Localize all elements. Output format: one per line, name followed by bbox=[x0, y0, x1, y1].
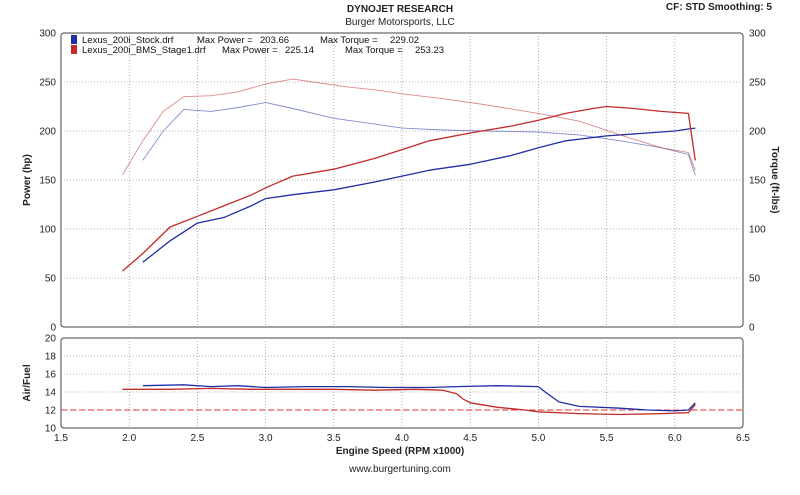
footer-url: www.burgertuning.com bbox=[348, 464, 451, 475]
rpm-tick-label: 3.0 bbox=[259, 433, 273, 444]
rpm-tick-label: 5.5 bbox=[600, 433, 614, 444]
air-fuel-axis-label: Air/Fuel bbox=[22, 364, 33, 401]
chart-subtitle: Burger Motorsports, LLC bbox=[345, 17, 455, 28]
torque-tick-label: 300 bbox=[749, 29, 766, 40]
series-line-air-fuel-0 bbox=[142, 384, 696, 412]
series-line-torque-3 bbox=[122, 78, 696, 176]
legend-stock-max-power-label: Max Power = bbox=[197, 35, 253, 46]
legend-entry-stock: Lexus_200i_Stock.drf Max Power = 203.66 … bbox=[71, 35, 419, 46]
legend-entry-stage1: Lexus_200i_BMS_Stage1.drf Max Power = 22… bbox=[71, 45, 444, 56]
torque-axis-ticks: 0 50 100 150 200 250 300 bbox=[749, 29, 766, 334]
power-tick-label: 100 bbox=[39, 225, 56, 236]
legend-swatch-stock bbox=[71, 35, 77, 44]
legend-stage1-max-torque-label: Max Torque = bbox=[345, 45, 403, 56]
torque-tick-label: 0 bbox=[749, 323, 755, 334]
legend-stage1-file: Lexus_200i_BMS_Stage1.drf bbox=[82, 45, 206, 56]
rpm-tick-label: 1.5 bbox=[54, 433, 68, 444]
air-fuel-tick-label: 10 bbox=[45, 424, 57, 435]
power-tick-label: 0 bbox=[50, 323, 56, 334]
power-tick-label: 50 bbox=[45, 274, 57, 285]
air-fuel-panel: 10 12 14 16 18 20 Air/Fuel bbox=[22, 334, 744, 435]
series-line-power-2 bbox=[121, 105, 696, 272]
power-axis-ticks: 0 50 100 150 200 250 300 bbox=[39, 29, 56, 334]
torque-tick-label: 200 bbox=[749, 127, 766, 138]
air-fuel-tick-label: 20 bbox=[45, 334, 57, 345]
power-torque-grid bbox=[61, 33, 743, 327]
torque-axis-label: Torque (ft-lbs) bbox=[769, 146, 780, 213]
legend-stock-max-torque-label: Max Torque = bbox=[320, 35, 378, 46]
power-tick-label: 200 bbox=[39, 127, 56, 138]
torque-tick-label: 50 bbox=[749, 274, 761, 285]
series-line-air-fuel-1 bbox=[122, 387, 696, 416]
rpm-axis-label: Engine Speed (RPM x1000) bbox=[336, 446, 464, 457]
legend-stock-max-torque: 229.02 bbox=[390, 35, 419, 46]
rpm-tick-label: 6.5 bbox=[736, 433, 750, 444]
legend-stage1-max-power-label: Max Power = bbox=[222, 45, 278, 56]
legend-stage1-max-power: 225.14 bbox=[285, 45, 314, 56]
torque-tick-label: 250 bbox=[749, 78, 766, 89]
series-line-power-0 bbox=[142, 127, 696, 263]
legend-stock-file: Lexus_200i_Stock.drf bbox=[82, 35, 174, 46]
legend-stage1-max-torque: 253.23 bbox=[415, 45, 444, 56]
air-fuel-series bbox=[122, 384, 696, 416]
air-fuel-tick-label: 16 bbox=[45, 370, 57, 381]
torque-tick-label: 150 bbox=[749, 176, 766, 187]
air-fuel-axis-ticks: 10 12 14 16 18 20 bbox=[45, 334, 57, 435]
rpm-tick-label: 5.0 bbox=[531, 433, 545, 444]
legend-stock-max-power: 203.66 bbox=[260, 35, 289, 46]
air-fuel-tick-label: 18 bbox=[45, 352, 57, 363]
legend: Lexus_200i_Stock.drf Max Power = 203.66 … bbox=[71, 35, 444, 56]
rpm-axis-ticks: 1.5 2.0 2.5 3.0 3.5 4.0 4.5 5.0 5.5 6.0 6.5 bbox=[54, 433, 750, 444]
correction-smoothing-label: CF: STD Smoothing: 5 bbox=[666, 2, 773, 13]
power-tick-label: 300 bbox=[39, 29, 56, 40]
chart-title: DYNOJET RESEARCH bbox=[347, 4, 453, 15]
rpm-tick-label: 3.5 bbox=[327, 433, 341, 444]
power-axis-label: Power (hp) bbox=[22, 154, 33, 206]
rpm-tick-label: 4.0 bbox=[395, 433, 409, 444]
rpm-tick-label: 6.0 bbox=[668, 433, 682, 444]
rpm-tick-label: 2.0 bbox=[122, 433, 136, 444]
power-torque-panel: 0 50 100 150 200 250 300 0 50 100 150 200 250 300 Po… bbox=[22, 29, 780, 334]
rpm-tick-label: 2.5 bbox=[190, 433, 204, 444]
air-fuel-tick-label: 12 bbox=[45, 406, 57, 417]
chart-header: DYNOJET RESEARCH Burger Motorsports, LLC… bbox=[345, 2, 772, 28]
air-fuel-tick-label: 14 bbox=[45, 388, 57, 399]
series-line-torque-1 bbox=[142, 102, 696, 176]
power-tick-label: 150 bbox=[39, 176, 56, 187]
power-torque-series bbox=[121, 78, 696, 272]
power-tick-label: 250 bbox=[39, 78, 56, 89]
legend-swatch-stage1 bbox=[71, 45, 77, 54]
torque-tick-label: 100 bbox=[749, 225, 766, 236]
rpm-tick-label: 4.5 bbox=[463, 433, 477, 444]
